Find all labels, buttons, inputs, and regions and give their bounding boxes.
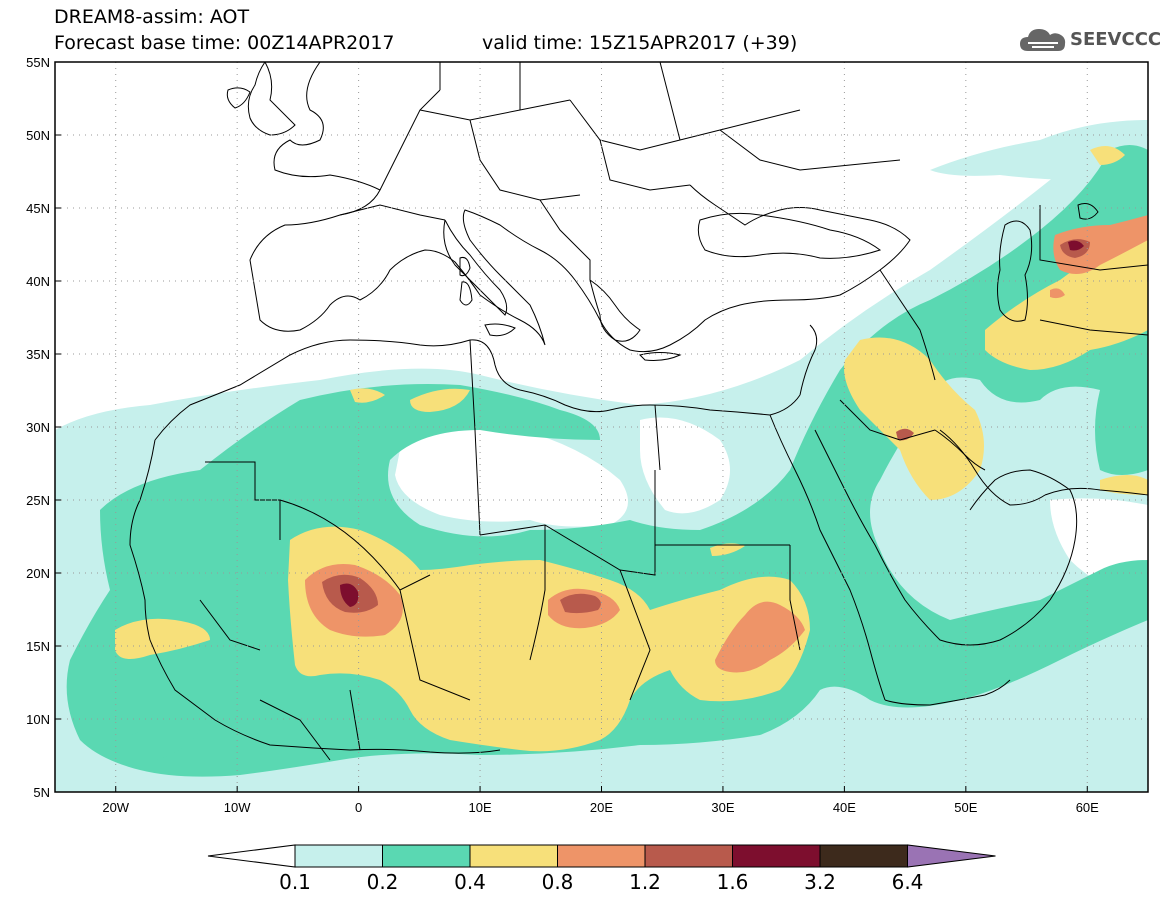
coastlines-borders [129, 62, 1148, 761]
lat-tick-label: 25N [26, 493, 50, 508]
aot-contour-fields [55, 120, 1148, 792]
lat-tick-label: 55N [26, 55, 50, 70]
lon-tick-label: 10E [468, 800, 491, 815]
lon-tick-label: 20W [102, 800, 129, 815]
colorbar-level-label: 0.4 [454, 870, 486, 894]
colorbar-box [819, 844, 908, 868]
colorbar-level-label: 6.4 [892, 870, 924, 894]
colorbar-level-label: 1.6 [717, 870, 749, 894]
lon-tick-label: 40E [833, 800, 856, 815]
lat-tick-label: 10N [26, 712, 50, 727]
lat-tick-label: 40N [26, 274, 50, 289]
colorbar-level-label: 1.2 [629, 870, 661, 894]
lat-tick-label: 20N [26, 566, 50, 581]
colorbar-box [732, 844, 821, 868]
colorbar-max-arrow [907, 844, 996, 868]
lon-tick-label: 30E [711, 800, 734, 815]
colorbar-min-arrow [207, 844, 296, 868]
colorbar-box [294, 844, 383, 868]
lat-tick-label: 5N [33, 785, 50, 800]
lon-tick-label: 10W [224, 800, 251, 815]
lon-tick-label: 50E [954, 800, 977, 815]
lon-tick-label: 20E [590, 800, 613, 815]
logo-text: SEEVCCC [1070, 29, 1162, 50]
colorbar-level-label: 0.8 [542, 870, 574, 894]
base-time-label: Forecast base time: 00Z14APR2017 [54, 32, 395, 54]
lon-tick-label: 0 [355, 800, 362, 815]
lat-tick-label: 50N [26, 128, 50, 143]
valid-time-label: valid time: 15Z15APR2017 (+39) [482, 32, 798, 54]
colorbar-box [469, 844, 558, 868]
cloud-icon [1020, 29, 1066, 51]
longitude-axis: 20W 10W 0 10E 20E 30E 40E 50E 60E [102, 786, 1099, 815]
colorbar-box [557, 844, 646, 868]
colorbar-level-label: 3.2 [804, 870, 836, 894]
colorbar-box [644, 844, 733, 868]
lat-tick-label: 15N [26, 639, 50, 654]
colorbar-box [382, 844, 471, 868]
lat-tick-label: 30N [26, 420, 50, 435]
lat-tick-label: 35N [26, 347, 50, 362]
lon-tick-label: 60E [1076, 800, 1099, 815]
colorbar-level-label: 0.2 [367, 870, 399, 894]
map-title: DREAM8-assim: AOT [54, 6, 250, 28]
seevccc-logo: SEEVCCC [1018, 25, 1162, 55]
latitude-axis: 55N 50N 45N 40N 35N 30N 25N 20N 15N 10N 5N [26, 55, 61, 800]
colorbar-level-label: 0.1 [279, 870, 311, 894]
lat-tick-label: 45N [26, 201, 50, 216]
